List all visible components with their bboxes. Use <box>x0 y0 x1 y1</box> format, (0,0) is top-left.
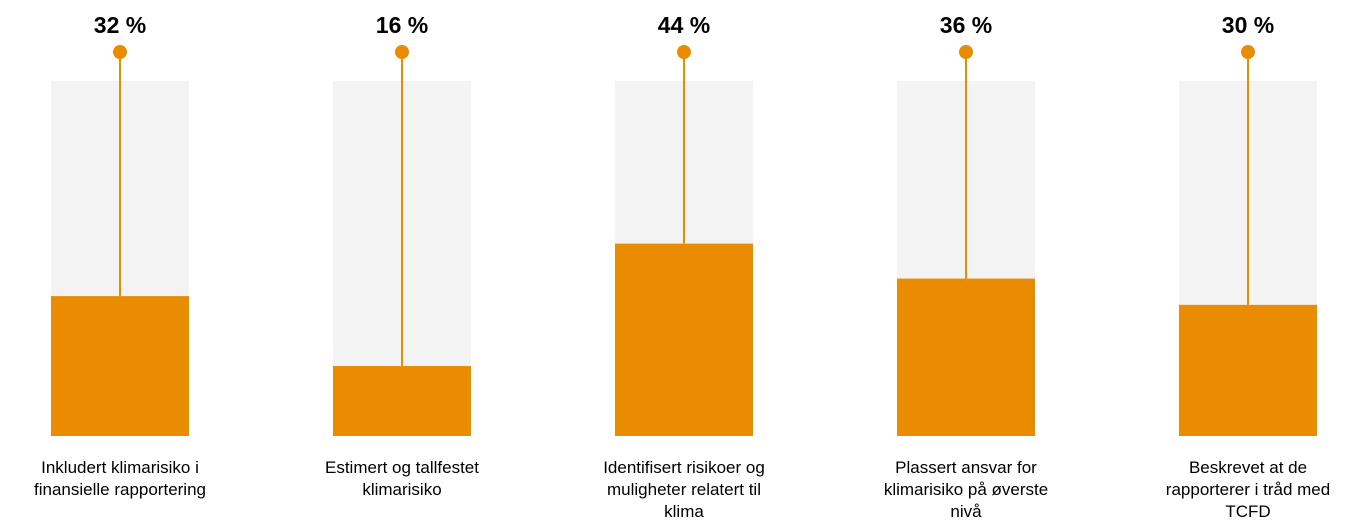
category-label-line: klimarisiko <box>362 480 441 499</box>
value-label-4: 36 % <box>940 12 992 38</box>
category-label-3: Identifisert risikoer og muligheter relat… <box>603 458 765 521</box>
category-label-line: rapporterer i tråd med <box>1166 480 1330 499</box>
bar-marker-2 <box>395 45 409 59</box>
category-label-line: finansielle rapportering <box>34 480 206 499</box>
category-label-line: Identifisert risikoer og <box>603 458 765 477</box>
category-label-5: Beskrevet at de rapporterer i tråd med TCF… <box>1166 458 1330 521</box>
bar-marker-5 <box>1241 45 1255 59</box>
category-label-2: Estimert og tallfestet klimarisiko <box>325 458 479 499</box>
category-label-line: Inkludert klimarisiko i <box>41 458 199 477</box>
value-label-2: 16 % <box>376 12 428 38</box>
category-label-line: klimarisiko på øverste <box>884 480 1048 499</box>
bar-1 <box>51 296 189 436</box>
category-label-line: Beskrevet at de <box>1189 458 1307 477</box>
bar-marker-4 <box>959 45 973 59</box>
category-label-line: klima <box>664 502 704 521</box>
category-label-1: Inkludert klimarisiko i finansielle rappo… <box>34 458 206 499</box>
bar-5 <box>1179 304 1317 436</box>
category-label-line: Plassert ansvar for <box>895 458 1037 477</box>
value-label-1: 32 % <box>94 12 146 38</box>
category-label-line: Estimert og tallfestet <box>325 458 479 477</box>
category-label-line: TCFD <box>1225 502 1270 521</box>
bar-3 <box>615 243 753 436</box>
value-label-3: 44 % <box>658 12 710 38</box>
bar-marker-1 <box>113 45 127 59</box>
value-label-5: 30 % <box>1222 12 1274 38</box>
bar-marker-3 <box>677 45 691 59</box>
category-label-line: muligheter relatert til <box>607 480 761 499</box>
bar-4 <box>897 278 1035 436</box>
bar-2 <box>333 366 471 436</box>
category-label-4: Plassert ansvar for klimarisiko på øverst… <box>884 458 1048 521</box>
category-label-line: nivå <box>950 502 982 521</box>
